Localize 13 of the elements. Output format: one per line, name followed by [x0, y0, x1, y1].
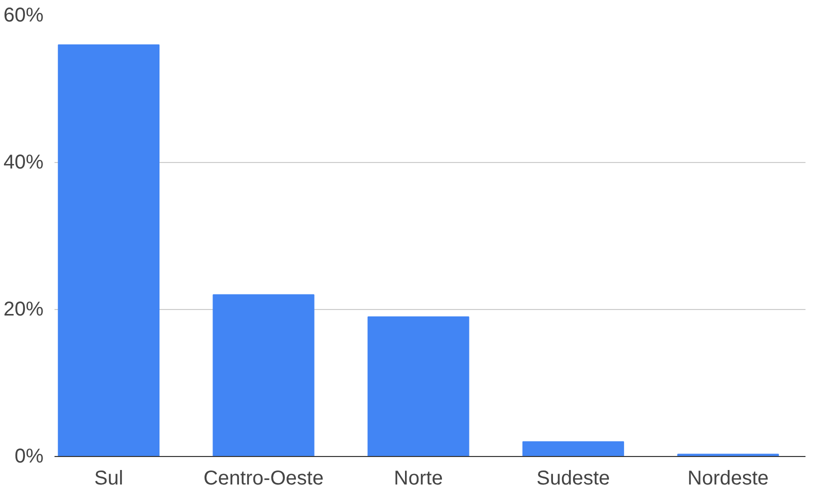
x-tick-label: Sul	[94, 468, 124, 490]
bar	[58, 44, 160, 456]
bar	[522, 441, 624, 456]
x-tick-label: Nordeste	[688, 468, 769, 490]
x-tick-label: Centro-Oeste	[204, 468, 324, 490]
y-tick-label: 0%	[14, 446, 44, 468]
y-tick-label: 40%	[3, 152, 44, 174]
y-tick-label: 20%	[3, 298, 44, 320]
bar	[368, 316, 470, 456]
x-tick-label: Sudeste	[536, 468, 610, 490]
y-tick-label: 60%	[3, 4, 44, 26]
bar	[212, 294, 314, 456]
x-tick-label: Norte	[394, 468, 443, 490]
